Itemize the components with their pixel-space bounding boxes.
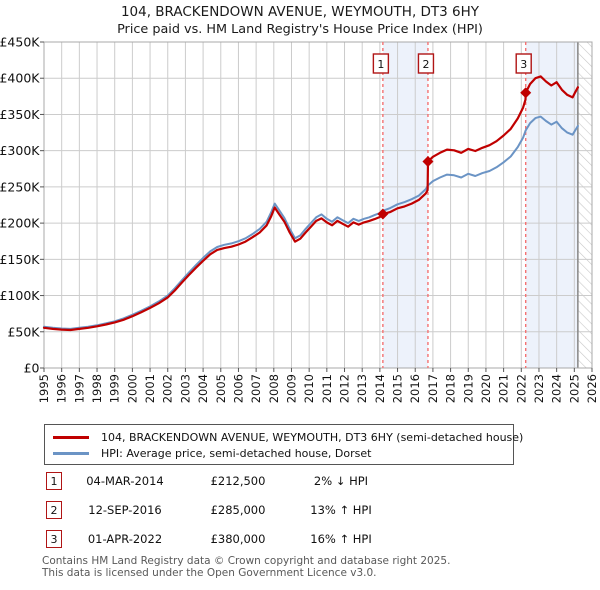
sale-number-label: 2 — [422, 58, 429, 71]
x-axis-tick-label: 2008 — [267, 374, 281, 403]
x-axis-tick-label: 2019 — [461, 374, 475, 403]
y-axis-tick-label: £350K — [0, 107, 40, 122]
sale-marker-diamond — [377, 208, 389, 220]
y-axis-tick-label: £300K — [0, 143, 40, 158]
x-axis-tick-label: 2013 — [355, 374, 369, 403]
transaction-date: 12-SEP-2016 — [88, 503, 162, 517]
property-line-swatch — [53, 435, 89, 439]
y-axis-tick-label: £450K — [0, 35, 40, 50]
x-axis-tick-label: 1998 — [90, 374, 104, 403]
x-axis-tick-label: 2005 — [214, 374, 228, 403]
y-axis-tick-label: £50K — [7, 324, 40, 339]
x-axis-tick-label: 2018 — [444, 374, 458, 403]
x-axis-tick-label: 2010 — [302, 374, 316, 403]
sale-number-label: 1 — [377, 58, 384, 71]
transaction-number-badge: 1 — [46, 472, 62, 490]
x-axis-tick-label: 2002 — [161, 374, 175, 403]
sale-marker-diamond — [422, 156, 434, 168]
page-subtitle: Price paid vs. HM Land Registry's House … — [117, 22, 483, 37]
x-axis-tick-label: 1999 — [108, 374, 122, 403]
x-axis-tick-label: 1995 — [37, 374, 51, 403]
license-footer: Contains HM Land Registry data © Crown c… — [42, 555, 598, 579]
chart-legend: 104, BRACKENDOWN AVENUE, WEYMOUTH, DT3 6… — [44, 424, 523, 465]
license-footer-line1: Contains HM Land Registry data © Crown c… — [42, 555, 451, 567]
hpi-line-path — [43, 115, 579, 330]
x-axis-tick-label: 2020 — [479, 374, 493, 403]
x-axis-tick-label: 2003 — [178, 374, 192, 403]
plot-border — [43, 41, 593, 369]
legend-label-hpi: HPI: Average price, semi-detached house,… — [101, 446, 372, 460]
y-axis-tick-label: £100K — [0, 288, 40, 303]
transaction-number-badge: 2 — [46, 501, 62, 519]
price-history-chart: 1 2 3 £0 £50K £100K £150K £200K £250K £300K £350K £… — [0, 35, 599, 404]
legend-label-property: 104, BRACKENDOWN AVENUE, WEYMOUTH, DT3 6… — [101, 430, 524, 444]
transaction-price: £380,000 — [210, 532, 266, 546]
page-title: 104, BRACKENDOWN AVENUE, WEYMOUTH, DT3 6… — [120, 4, 480, 20]
sale-number-box — [417, 53, 435, 74]
sale-marker-diamond — [520, 87, 532, 99]
transaction-row: 3 01-APR-2022 £380,000 16% ↑ HPI — [46, 530, 600, 549]
x-axis-tick-label: 2011 — [320, 374, 334, 403]
x-axis-tick-label: 2009 — [284, 374, 298, 403]
x-axis-tick-label: 2012 — [338, 374, 352, 403]
sale-number-label: 3 — [520, 58, 527, 71]
x-axis-tick-label: 2007 — [249, 374, 263, 403]
y-axis-tick-label: £400K — [0, 71, 40, 86]
sale-number-box — [515, 53, 532, 74]
y-axis-tick-label: £200K — [0, 216, 40, 231]
sale-number-box — [372, 53, 390, 74]
x-axis-tick-label: 2025 — [567, 374, 581, 403]
transaction-number-badge: 3 — [46, 530, 62, 548]
transaction-price: £285,000 — [210, 503, 266, 517]
x-axis-tick-label: 2017 — [426, 374, 440, 403]
axis-ticks — [40, 41, 593, 372]
transaction-row: 2 12-SEP-2016 £285,000 13% ↑ HPI — [46, 501, 600, 520]
x-axis-tick-label: 2006 — [231, 374, 245, 403]
x-axis-tick-label: 2000 — [125, 374, 139, 403]
x-axis-tick-label: 2016 — [408, 374, 422, 403]
transaction-hpi-comparison: 16% ↑ HPI — [310, 532, 372, 546]
x-axis-tick-label: 2001 — [143, 374, 157, 403]
legend-item-property: 104, BRACKENDOWN AVENUE, WEYMOUTH, DT3 6… — [53, 429, 523, 445]
x-axis-tick-label: 2022 — [514, 374, 528, 403]
x-axis-tick-label: 1996 — [55, 374, 69, 403]
shaded-ownership-band — [525, 42, 578, 368]
x-axis-tick-label: 1997 — [72, 374, 86, 403]
y-axis-tick-label: £250K — [0, 179, 40, 194]
transaction-date: 01-APR-2022 — [87, 532, 163, 546]
x-axis-tick-label: 2024 — [550, 374, 564, 403]
x-axis-tick-label: 2004 — [196, 374, 210, 403]
transaction-hpi-comparison: 2% ↓ HPI — [313, 474, 369, 488]
y-axis-tick-label: £150K — [0, 252, 40, 267]
transaction-price: £212,500 — [210, 474, 266, 488]
transactions-table: 1 04-MAR-2014 £212,500 2% ↓ HPI 2 12-SEP… — [46, 472, 600, 559]
transaction-date: 04-MAR-2014 — [86, 474, 164, 488]
transaction-hpi-comparison: 13% ↑ HPI — [310, 503, 372, 517]
future-hatch-region — [577, 42, 592, 368]
property-line-path — [42, 75, 579, 332]
license-footer-line2: This data is licensed under the Open Gov… — [42, 566, 377, 579]
transaction-row: 1 04-MAR-2014 £212,500 2% ↓ HPI — [46, 472, 600, 491]
x-axis-tick-label: 2015 — [391, 374, 405, 403]
x-axis-tick-label: 2026 — [585, 374, 599, 403]
x-axis-tick-label: 2014 — [373, 374, 387, 403]
hpi-line-swatch — [53, 451, 89, 455]
x-axis-tick-label: 2023 — [532, 374, 546, 403]
y-axis-tick-label: £0 — [24, 361, 40, 376]
x-axis-tick-label: 2021 — [497, 374, 511, 403]
legend-item-hpi: HPI: Average price, semi-detached house,… — [53, 445, 505, 461]
